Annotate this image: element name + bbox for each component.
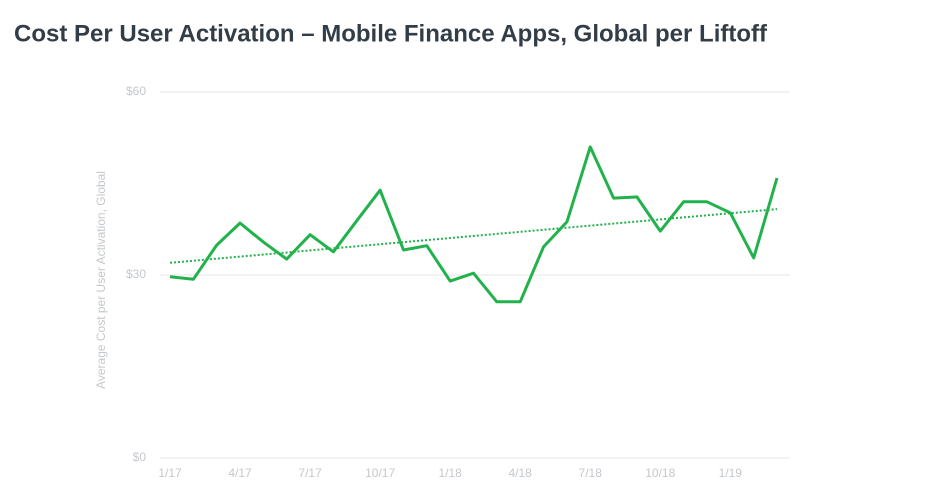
x-tick-label: 1/18 — [438, 466, 462, 480]
x-tick-label: 7/17 — [298, 466, 322, 480]
x-tick-label: 10/18 — [645, 466, 675, 480]
x-tick-label: 7/18 — [579, 466, 603, 480]
trend-line — [169, 208, 778, 264]
x-tick-label: 1/19 — [719, 466, 743, 480]
x-tick-label: 4/18 — [509, 466, 533, 480]
x-tick-label: 1/17 — [158, 466, 182, 480]
y-tick-label: $0 — [133, 450, 147, 464]
y-tick-label: $60 — [126, 84, 146, 98]
y-tick-label: $30 — [126, 267, 146, 281]
data-line — [169, 145, 779, 304]
x-tick-label: 10/17 — [365, 466, 395, 480]
chart-title: Cost Per User Activation – Mobile Financ… — [14, 20, 768, 47]
y-axis-label: Average Cost per User Activation, Global — [94, 171, 108, 389]
x-tick-label: 4/17 — [228, 466, 252, 480]
